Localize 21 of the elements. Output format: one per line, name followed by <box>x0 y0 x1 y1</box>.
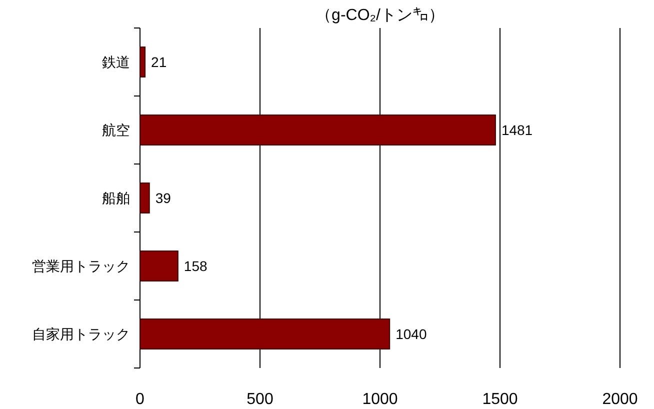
y-tick-label: 鉄道 <box>102 54 130 70</box>
y-tick-label: 自家用トラック <box>32 326 130 342</box>
bar <box>140 250 178 282</box>
data-label: 158 <box>184 258 208 274</box>
bar <box>140 114 496 146</box>
y-tick-label: 営業用トラック <box>32 258 130 274</box>
bar <box>140 46 146 78</box>
chart-title: （g-CO₂/トン㌔） <box>316 7 444 24</box>
bar <box>140 182 150 214</box>
data-label: 21 <box>151 54 167 70</box>
y-tick-label: 船舶 <box>102 190 130 206</box>
data-label: 1040 <box>396 326 427 342</box>
x-tick-label: 500 <box>246 391 274 408</box>
data-label: 1481 <box>501 122 533 138</box>
x-tick-label: 1000 <box>362 391 398 408</box>
x-tick-label: 0 <box>136 391 145 408</box>
bar <box>140 318 390 350</box>
data-label: 39 <box>155 190 172 206</box>
y-tick-label: 航空 <box>102 122 130 138</box>
x-tick-label: 2000 <box>602 391 638 408</box>
x-tick-label: 1500 <box>482 391 518 408</box>
